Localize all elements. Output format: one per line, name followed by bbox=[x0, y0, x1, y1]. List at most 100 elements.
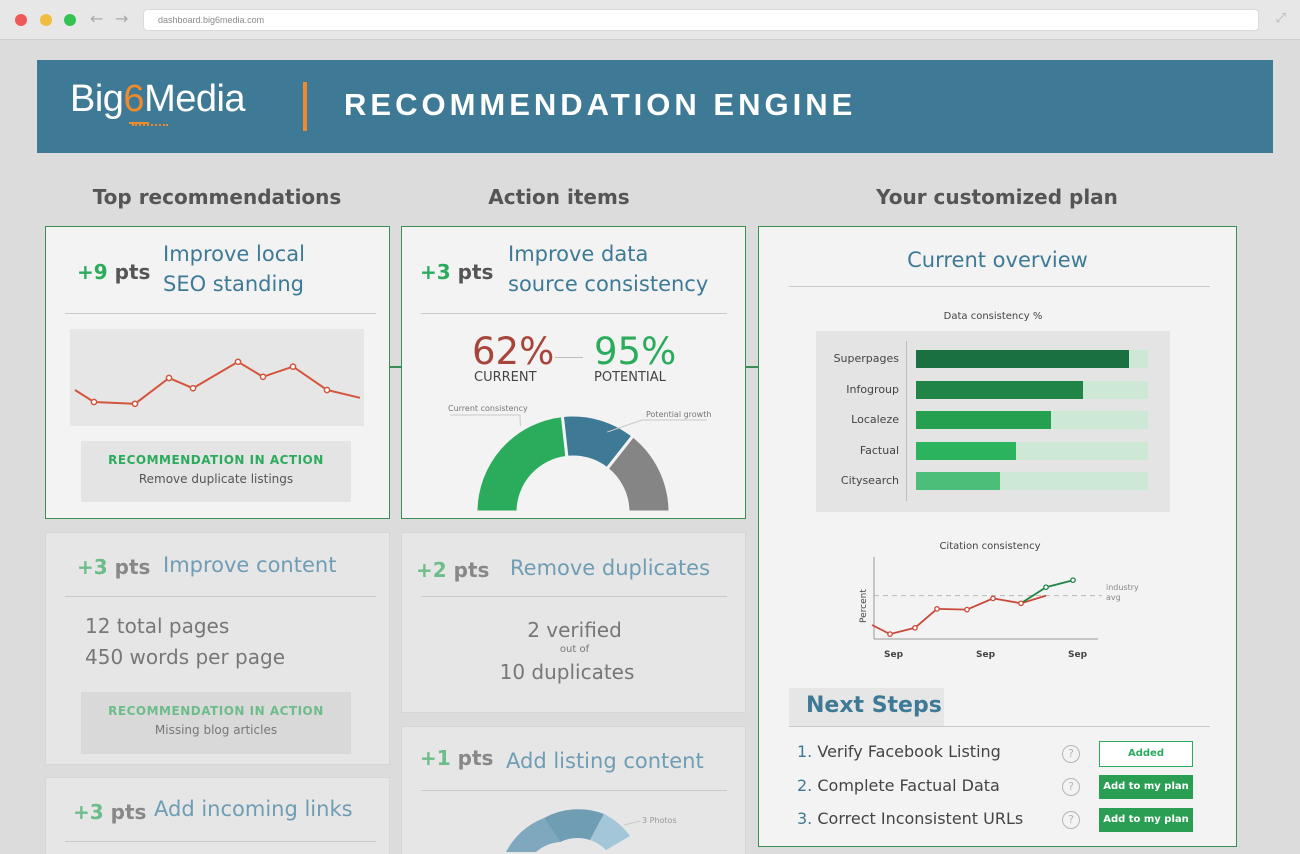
next-step-item: 2. Complete Factual Data bbox=[797, 776, 1000, 795]
current-percent: 62% bbox=[472, 330, 555, 373]
citation-line-projected bbox=[1020, 579, 1074, 605]
logo-text-big: Big bbox=[70, 78, 124, 120]
url-bar[interactable]: dashboard.big6media.com bbox=[143, 9, 1259, 31]
next-steps-heading: Next Steps bbox=[806, 693, 942, 718]
minimize-window-button[interactable] bbox=[40, 14, 52, 26]
add-to-plan-button[interactable]: Add to my plan bbox=[1099, 775, 1193, 799]
bar-chart-title: Data consistency % bbox=[943, 311, 1043, 322]
citation-point bbox=[1043, 584, 1049, 591]
points-badge: +3 pts bbox=[73, 800, 147, 824]
citation-consistency-chart: Percent industry avg Sep Sep Sep bbox=[859, 557, 1139, 660]
potential-percent: 95% bbox=[594, 330, 677, 373]
citation-point bbox=[990, 595, 996, 602]
bar-fill bbox=[916, 380, 1084, 399]
words-per-page-text: 450 words per page bbox=[85, 645, 285, 669]
overview-divider bbox=[789, 286, 1210, 287]
action-card-duplicates[interactable]: +2 pts Remove duplicates 2 verified out … bbox=[401, 532, 746, 713]
citation-point bbox=[1070, 577, 1076, 584]
donut-label: 3 Photos bbox=[642, 816, 677, 825]
action-card-listing[interactable]: +1 pts Add listing content 3 Photos bbox=[401, 726, 746, 854]
citation-point bbox=[912, 624, 918, 631]
card-connector bbox=[745, 366, 758, 368]
help-icon[interactable]: ? bbox=[1062, 745, 1080, 763]
card-title: Add listing content bbox=[506, 749, 704, 773]
points-badge: +9 pts bbox=[77, 260, 151, 284]
bar-fill bbox=[916, 411, 1051, 429]
big6media-logo[interactable]: Big6Media bbox=[70, 78, 246, 121]
recommendation-card-seo[interactable]: +9 pts Improve local SEO standing RECOMME… bbox=[45, 226, 390, 519]
recommendation-in-action-box: RECOMMENDATION IN ACTION Remove duplicat… bbox=[81, 441, 351, 502]
gauge-current-segment bbox=[474, 413, 569, 514]
action-card-consistency[interactable]: +3 pts Improve data source consistency 62… bbox=[401, 226, 746, 519]
recommendation-card-links[interactable]: +3 pts Add incoming links bbox=[45, 777, 390, 854]
card-divider bbox=[65, 841, 376, 842]
maximize-window-button[interactable] bbox=[64, 14, 76, 26]
trend-point bbox=[189, 384, 197, 392]
column-heading-action-items: Action items bbox=[488, 185, 630, 209]
points-badge: +1 pts bbox=[420, 746, 494, 770]
bar-category-label: Superpages bbox=[833, 352, 899, 365]
donut-leader-line bbox=[623, 820, 641, 826]
card-divider bbox=[421, 596, 727, 597]
card-title: Improve data source consistency bbox=[508, 242, 709, 296]
forward-arrow-icon[interactable]: → bbox=[115, 9, 129, 28]
bar-fill bbox=[916, 350, 1130, 368]
column-heading-customized-plan: Your customized plan bbox=[876, 185, 1118, 209]
step-number: 1. bbox=[797, 742, 813, 761]
trend-point bbox=[165, 374, 173, 382]
close-window-button[interactable] bbox=[15, 14, 27, 26]
logo-underline bbox=[129, 122, 149, 124]
column-heading-top-recommendations: Top recommendations bbox=[92, 185, 342, 209]
add-to-plan-button[interactable]: Add to my plan bbox=[1099, 808, 1193, 832]
next-steps-tab bbox=[789, 688, 944, 726]
bar-category-label: Infogroup bbox=[846, 382, 899, 396]
trend-line bbox=[74, 360, 361, 405]
gauge-current-label: Current consistency bbox=[448, 404, 528, 413]
bar-category-label: Citysearch bbox=[840, 474, 899, 487]
step-number: 3. bbox=[797, 809, 813, 828]
card-title: Improve local SEO standing bbox=[163, 242, 305, 296]
card-divider bbox=[421, 313, 727, 314]
trend-point bbox=[323, 386, 331, 394]
x-tick-label: Sep bbox=[976, 650, 996, 660]
next-step-item: 3. Correct Inconsistent URLs bbox=[797, 809, 1023, 828]
card-connector bbox=[389, 366, 402, 368]
back-arrow-icon[interactable]: ← bbox=[90, 9, 104, 28]
trend-point bbox=[259, 373, 267, 381]
x-tick-label: Sep bbox=[884, 650, 904, 660]
rec-body: Missing blog articles bbox=[154, 723, 278, 737]
help-icon[interactable]: ? bbox=[1062, 811, 1080, 829]
card-title: Improve content bbox=[163, 553, 337, 577]
citation-point bbox=[934, 606, 940, 612]
donut-segment bbox=[506, 818, 560, 852]
listing-donut: 3 Photos bbox=[506, 809, 677, 852]
fullscreen-icon[interactable]: ⤢ bbox=[1275, 11, 1286, 26]
step-text: Verify Facebook Listing bbox=[817, 742, 1001, 761]
gauge-leader-line bbox=[450, 414, 521, 426]
potential-label: POTENTIAL bbox=[594, 370, 666, 385]
step-text: Complete Factual Data bbox=[817, 776, 1000, 795]
donut-segment bbox=[544, 809, 604, 842]
rec-body: Remove duplicate listings bbox=[138, 472, 294, 486]
gauge-leader-line bbox=[607, 419, 707, 433]
logo-dots bbox=[132, 124, 168, 126]
trend-chart bbox=[70, 329, 364, 426]
added-button[interactable]: Added bbox=[1099, 741, 1193, 767]
citation-point bbox=[964, 606, 970, 613]
gauge-growth-label: Potential growth bbox=[646, 410, 711, 419]
help-icon[interactable]: ? bbox=[1062, 778, 1080, 796]
bar-track bbox=[916, 441, 1148, 460]
compare-dash bbox=[555, 357, 583, 358]
card-divider bbox=[65, 596, 376, 597]
header-divider bbox=[303, 82, 307, 131]
rec-head: RECOMMENDATION IN ACTION bbox=[108, 453, 324, 467]
total-pages-text: 12 total pages bbox=[85, 614, 230, 638]
current-label: CURRENT bbox=[474, 370, 537, 385]
trend-point bbox=[234, 358, 242, 366]
donut-segment bbox=[590, 814, 630, 850]
recommendation-card-content[interactable]: +3 pts Improve content 12 total pages 45… bbox=[45, 532, 390, 765]
x-tick-label: Sep bbox=[1068, 650, 1088, 660]
recommendation-in-action-box: RECOMMENDATION IN ACTION Missing blog ar… bbox=[81, 692, 351, 754]
trend-chart-svg bbox=[74, 358, 361, 408]
points-badge: +2 pts bbox=[416, 558, 490, 582]
